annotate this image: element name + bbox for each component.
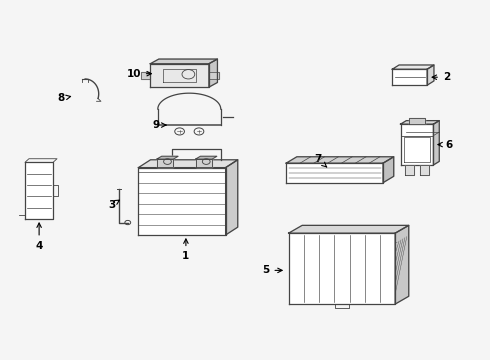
Polygon shape — [383, 157, 394, 183]
Polygon shape — [209, 59, 218, 87]
Text: 3: 3 — [108, 200, 120, 210]
Polygon shape — [25, 162, 53, 219]
Text: 1: 1 — [182, 239, 190, 261]
Polygon shape — [157, 159, 173, 167]
Text: 9: 9 — [152, 120, 166, 130]
Polygon shape — [395, 225, 409, 304]
Polygon shape — [420, 165, 429, 175]
Text: 7: 7 — [315, 154, 327, 167]
Text: 5: 5 — [262, 265, 282, 275]
Polygon shape — [138, 168, 225, 235]
Polygon shape — [196, 156, 217, 159]
Polygon shape — [400, 124, 434, 165]
Polygon shape — [286, 163, 383, 183]
Text: 8: 8 — [57, 94, 71, 103]
Polygon shape — [150, 59, 218, 64]
Polygon shape — [141, 72, 150, 79]
Polygon shape — [405, 165, 414, 175]
Polygon shape — [209, 72, 219, 79]
Polygon shape — [409, 118, 425, 124]
Text: 10: 10 — [126, 69, 151, 79]
Text: 4: 4 — [35, 223, 43, 251]
Polygon shape — [289, 233, 395, 304]
Polygon shape — [400, 121, 439, 124]
Polygon shape — [434, 121, 439, 165]
Text: 2: 2 — [432, 72, 450, 82]
Polygon shape — [196, 159, 212, 167]
Polygon shape — [392, 69, 427, 85]
Polygon shape — [138, 160, 238, 168]
Polygon shape — [157, 156, 178, 159]
Text: 6: 6 — [438, 140, 453, 149]
Polygon shape — [427, 65, 434, 85]
Polygon shape — [225, 160, 238, 235]
Polygon shape — [392, 65, 434, 69]
Polygon shape — [286, 157, 394, 163]
Polygon shape — [150, 64, 209, 87]
Polygon shape — [289, 225, 409, 233]
